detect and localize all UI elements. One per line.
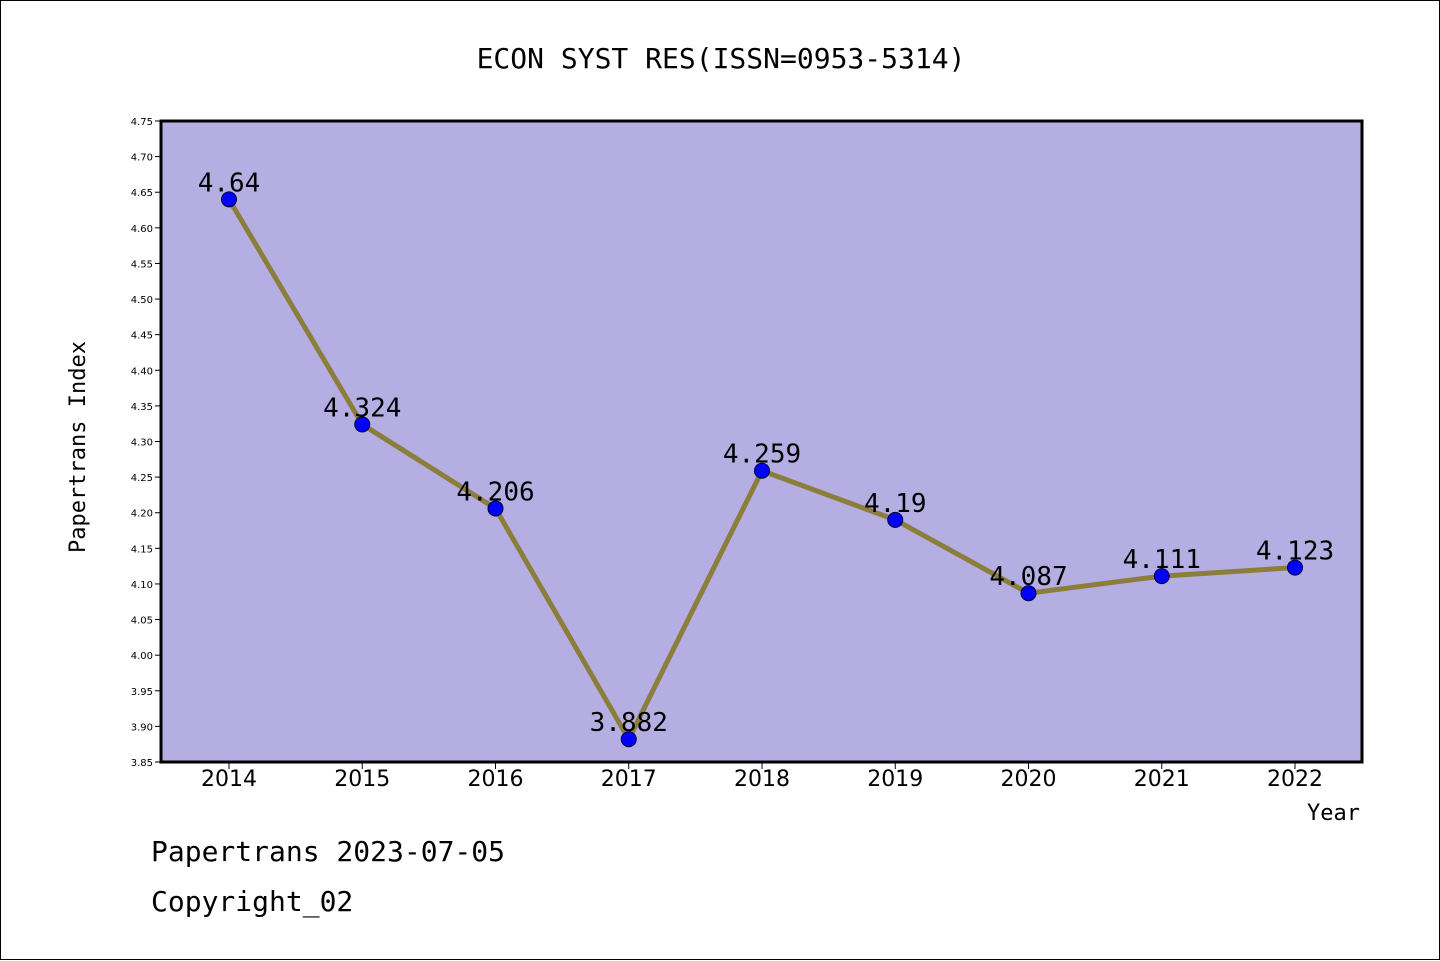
y-tick-label: 4.30 [131, 438, 153, 449]
data-label: 4.123 [1256, 537, 1334, 567]
data-label: 4.19 [864, 489, 927, 519]
y-tick-label: 4.65 [131, 188, 153, 199]
data-label: 4.324 [323, 393, 401, 423]
y-tick-label: 4.55 [131, 259, 153, 270]
data-label: 3.882 [590, 708, 668, 738]
data-point [1287, 559, 1303, 576]
y-tick-label: 4.05 [131, 616, 153, 627]
x-tick-label: 2022 [1267, 767, 1323, 792]
data-labels: 4.64 4.324 4.206 3.882 4.259 4.19 4.087 4.111 4.… [198, 168, 1334, 738]
data-label: 4.206 [456, 477, 534, 507]
y-tick-label: 4.40 [131, 366, 153, 377]
plot-area [159, 119, 1364, 764]
y-tick-label: 4.00 [131, 651, 153, 662]
data-point [1020, 585, 1037, 602]
data-label: 4.259 [723, 440, 801, 470]
y-tick-label: 4.35 [131, 402, 153, 413]
y-tick-label: 3.90 [131, 722, 153, 733]
data-point [887, 511, 904, 528]
y-tick-label: 4.70 [131, 153, 153, 164]
y-tick-label: 3.85 [131, 758, 153, 769]
data-point [354, 416, 371, 433]
data-point [1153, 568, 1170, 585]
x-tick-label: 2019 [867, 767, 923, 792]
y-tick-label: 4.15 [131, 544, 153, 555]
footer-copyright: Copyright_02 [151, 885, 354, 918]
data-label: 4.64 [198, 168, 261, 198]
x-tick-label: 2017 [601, 767, 657, 792]
y-tick-label: 4.60 [131, 224, 153, 235]
data-points [221, 191, 1303, 748]
chart-title: ECON SYST RES(ISSN=0953-5314) [477, 42, 966, 75]
x-axis-label: Year [1307, 801, 1360, 826]
x-tick-label: 2015 [334, 767, 390, 792]
x-tick-label: 2014 [201, 767, 257, 792]
y-tick-label: 4.50 [131, 295, 153, 306]
y-tick-label: 4.25 [131, 473, 153, 484]
y-tick-label: 4.45 [131, 331, 153, 342]
x-tick-label: 2016 [468, 767, 524, 792]
data-label: 4.111 [1123, 545, 1201, 575]
y-axis: 3.85 3.90 3.95 4.00 4.05 4.10 4.15 4.20 4.25 4.30… [131, 117, 161, 769]
data-point [620, 731, 637, 748]
y-tick-label: 4.75 [131, 117, 153, 128]
data-label: 4.087 [989, 562, 1067, 592]
y-axis-label: Papertrans Index [66, 341, 91, 553]
data-point [221, 191, 237, 208]
data-point [754, 462, 770, 479]
x-tick-label: 2018 [734, 767, 790, 792]
data-point [487, 500, 504, 517]
y-tick-label: 4.10 [131, 580, 153, 591]
x-axis: 2014 2015 2016 2017 2018 2019 2020 2021 2022 [201, 762, 1323, 792]
y-tick-label: 4.20 [131, 509, 153, 520]
x-tick-label: 2021 [1134, 767, 1190, 792]
footer-date: Papertrans 2023-07-05 [151, 835, 506, 868]
x-tick-label: 2020 [1001, 767, 1057, 792]
y-tick-label: 3.95 [131, 687, 153, 698]
